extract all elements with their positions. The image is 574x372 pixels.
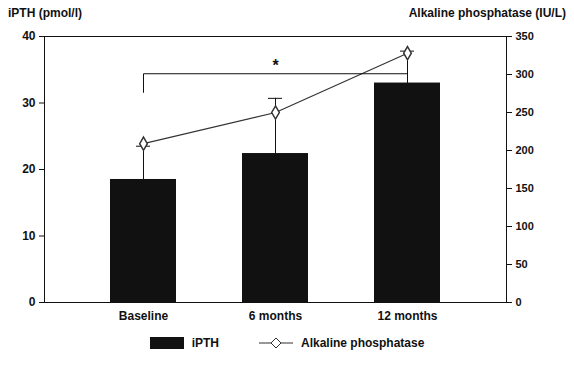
html-text:iPTH (pmol/l): iPTH (pmol/l) bbox=[8, 6, 82, 20]
html-text:Alkaline phosphatase: Alkaline phosphatase bbox=[301, 336, 425, 350]
svg-text:12 months: 12 months bbox=[377, 309, 437, 323]
svg-text:0: 0 bbox=[29, 295, 36, 309]
svg-text:300: 300 bbox=[516, 68, 534, 80]
svg-text:Baseline: Baseline bbox=[119, 309, 169, 323]
html-text:iPTH: iPTH bbox=[191, 336, 219, 350]
svg-text:10: 10 bbox=[22, 229, 36, 243]
svg-text:100: 100 bbox=[516, 220, 534, 232]
svg-text:150: 150 bbox=[516, 182, 534, 194]
svg-text:250: 250 bbox=[516, 106, 534, 118]
svg-text:*: * bbox=[272, 57, 279, 74]
svg-text:40: 40 bbox=[22, 29, 36, 43]
svg-text:0: 0 bbox=[516, 296, 522, 308]
svg-text:200: 200 bbox=[516, 144, 534, 156]
svg-text:50: 50 bbox=[516, 258, 528, 270]
svg-text:20: 20 bbox=[22, 162, 36, 176]
svg-text:30: 30 bbox=[22, 96, 36, 110]
svg-text:6 months: 6 months bbox=[249, 309, 303, 323]
svg-text:350: 350 bbox=[516, 30, 534, 42]
html-text:Alkaline phosphatase (IU/L): Alkaline phosphatase (IU/L) bbox=[408, 6, 566, 20]
